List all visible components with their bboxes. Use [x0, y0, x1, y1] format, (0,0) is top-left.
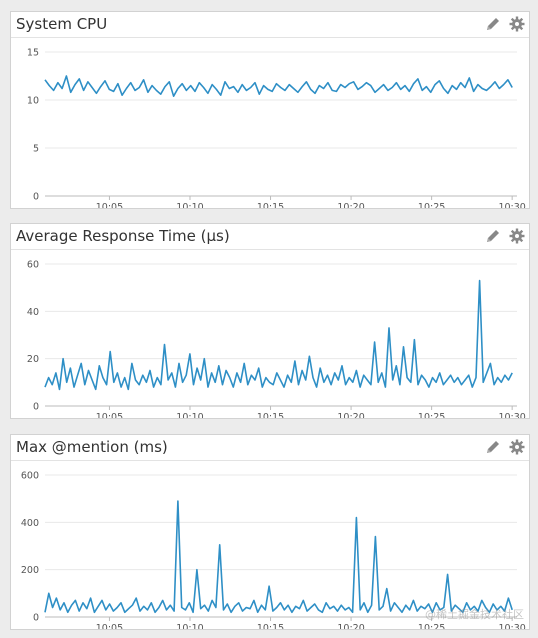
- x-tick-label: 10:25: [418, 202, 445, 208]
- y-tick-label: 600: [21, 471, 39, 482]
- panel-max-mention: Max @mention (ms) 0 200 400 600 10:05 10:10 10…: [10, 434, 530, 630]
- x-tick-label: 10:15: [257, 623, 284, 629]
- gear-icon[interactable]: [509, 16, 525, 32]
- panel-divider: [11, 460, 529, 461]
- series-line: [44, 500, 513, 614]
- panel-tools: [485, 439, 525, 455]
- y-tick-label: 15: [27, 48, 39, 59]
- x-tick-label: 10:10: [176, 412, 203, 418]
- x-tick-label: 10:25: [418, 623, 445, 629]
- y-tick-label: 200: [21, 565, 39, 576]
- x-tick-label: 10:10: [176, 202, 203, 208]
- gear-icon[interactable]: [509, 228, 525, 244]
- y-tick-label: 40: [27, 307, 39, 318]
- y-tick-label: 0: [33, 192, 39, 203]
- pencil-icon[interactable]: [485, 228, 501, 244]
- chart-system-cpu: 0 5 10 15 10:05 10:10 10:15 10:20 10:25 10:30: [27, 48, 526, 209]
- x-tick-label: 10:05: [96, 623, 123, 629]
- y-tick-label: 0: [33, 402, 39, 413]
- panel-average-response-time: Average Response Time (µs) 0 20 40 60 10:05 1…: [10, 223, 530, 419]
- panel-tools: [485, 16, 525, 32]
- watermark: @稀土掘金技术社区: [425, 608, 524, 621]
- x-tick-label: 10:20: [337, 202, 364, 208]
- y-tick-label: 5: [33, 144, 39, 155]
- x-tick-label: 10:15: [257, 202, 284, 208]
- pencil-icon[interactable]: [485, 16, 501, 32]
- y-tick-label: 10: [27, 96, 39, 107]
- y-tick-label: 400: [21, 518, 39, 529]
- panel-divider: [11, 249, 529, 250]
- y-tick-label: 20: [27, 354, 39, 365]
- panel-header: System CPU: [11, 12, 529, 38]
- series-line: [44, 75, 513, 98]
- panel-title: Max @mention (ms): [16, 438, 168, 456]
- x-tick-label: 10:30: [498, 202, 525, 208]
- x-tick-label: 10:05: [96, 202, 123, 208]
- panel-tools: [485, 228, 525, 244]
- y-tick-label: 0: [33, 613, 39, 624]
- panel-title: System CPU: [16, 15, 108, 33]
- x-tick-label: 10:30: [498, 623, 525, 629]
- panel-header: Max @mention (ms): [11, 435, 529, 461]
- chart-max-mention: 0 200 400 600 10:05 10:10 10:15 10:20 10:25 10:30: [21, 471, 526, 630]
- x-tick-label: 10:15: [257, 412, 284, 418]
- gear-icon[interactable]: [509, 439, 525, 455]
- y-tick-label: 60: [27, 260, 39, 271]
- chart-average-response-time: 0 20 40 60 10:05 10:10 10:15 10:20 10:25 10:30: [27, 260, 526, 419]
- x-tick-label: 10:10: [176, 623, 203, 629]
- x-tick-label: 10:30: [498, 412, 525, 418]
- x-tick-label: 10:20: [337, 623, 364, 629]
- panel-system-cpu: System CPU 0 5 10 15 10:05 10:10 10:15 10:20 10:…: [10, 11, 530, 209]
- x-tick-label: 10:20: [337, 412, 364, 418]
- x-tick-label: 10:25: [418, 412, 445, 418]
- panel-header: Average Response Time (µs): [11, 224, 529, 250]
- x-tick-label: 10:05: [96, 412, 123, 418]
- series-line: [44, 279, 513, 391]
- panel-title: Average Response Time (µs): [16, 227, 230, 245]
- panel-divider: [11, 37, 529, 38]
- pencil-icon[interactable]: [485, 439, 501, 455]
